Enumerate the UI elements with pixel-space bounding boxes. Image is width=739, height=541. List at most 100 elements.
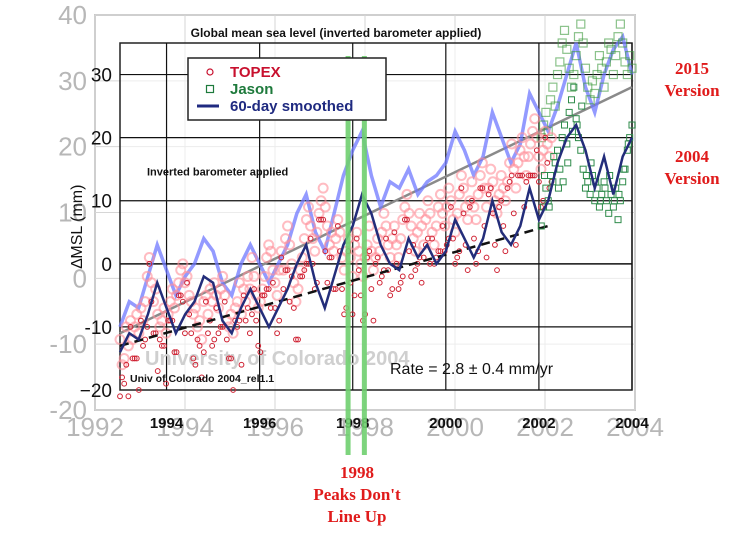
jason-point (564, 159, 572, 167)
annotation-line: Line Up (327, 507, 387, 526)
topex-2015-point (545, 132, 557, 144)
outer-y-tick-label: 30 (58, 66, 87, 96)
topex-2015-point (516, 132, 528, 144)
topex-2015-point (319, 201, 331, 213)
topex-point (177, 292, 184, 299)
legend-marker-topex (206, 68, 214, 76)
topex-2015-point (173, 277, 185, 289)
topex-point (435, 248, 442, 255)
topex-point (182, 330, 188, 337)
topex-point (468, 197, 475, 204)
topex-point (427, 260, 433, 267)
inner-plot-layer: -10 0 10 20 30 −20 1994 1996 1998 2000 2002 2004 ∆MS… (69, 19, 649, 455)
topex-point (202, 298, 209, 305)
outer-y-tick-label: 10 (58, 198, 87, 228)
topex-point (479, 185, 486, 192)
topex-2015-point (499, 195, 511, 207)
jason-2015-point (604, 38, 614, 48)
topex-point (353, 235, 360, 242)
jason-point (567, 96, 575, 104)
topex-point (529, 172, 536, 179)
topex-point (510, 210, 517, 217)
topex-2015-point (273, 264, 285, 276)
topex-point (378, 273, 385, 280)
topex-point (125, 393, 132, 400)
jason-2015-point (585, 95, 595, 105)
topex-point (508, 172, 515, 179)
annotation-line: 2015 (675, 59, 709, 78)
topex-2015-point (485, 163, 497, 175)
jason-2015-point (564, 63, 574, 73)
topex-2015-point (168, 302, 180, 314)
topex-point (133, 355, 140, 362)
topex-2015-point (181, 270, 193, 282)
topex-point (297, 273, 304, 280)
jason-2015-point (578, 38, 588, 48)
jason-2015-point (590, 88, 600, 99)
series-2004-smoothed-line (118, 122, 634, 353)
outer-x-tick-label: 2004 (606, 412, 664, 442)
topex-2015-point (114, 334, 126, 346)
topex-point (525, 172, 532, 179)
jason-2015-point (583, 82, 593, 92)
jason-2015-point (538, 120, 549, 130)
topex-point (280, 286, 287, 292)
topex-2015-point (259, 270, 271, 282)
topex-point (448, 204, 454, 210)
topex-point (205, 330, 211, 337)
topex-point (397, 279, 404, 286)
topex-point (307, 235, 314, 242)
topex-point (196, 342, 203, 349)
topex-2015-point (474, 169, 486, 181)
jason-point (561, 121, 569, 129)
topex-2015-point (116, 359, 128, 371)
topex-point (391, 229, 398, 236)
topex-point (385, 267, 392, 274)
topex-point (418, 279, 425, 286)
topex-2015-point (476, 157, 488, 169)
jason-2015-point (622, 69, 632, 80)
jason-point (578, 102, 586, 110)
topex-2015-point (529, 113, 541, 125)
topex-point (257, 349, 264, 356)
topex-point (179, 298, 186, 305)
rate-text: Rate = 2.8 ± 0.4 mm/yr (390, 361, 554, 378)
jason-point (542, 184, 550, 192)
jason-point (582, 171, 590, 179)
topex-point (211, 336, 218, 343)
topex-point (144, 324, 151, 330)
annotation-2004-version: 2004 Version (648, 146, 736, 190)
topex-2015-point (244, 283, 256, 295)
topex-point (156, 336, 163, 343)
jason-2015-point (569, 69, 579, 80)
topex-point (515, 172, 521, 179)
topex-point (536, 178, 542, 185)
topex-point (368, 286, 375, 292)
jason-point (614, 216, 622, 224)
jason-point (577, 146, 585, 154)
topex-2015-point (305, 220, 317, 232)
topex-point (171, 349, 178, 356)
topex-2015-point (311, 226, 323, 238)
jason-2015-point (594, 51, 605, 61)
topex-point (533, 147, 540, 154)
topex-2015-point (539, 125, 551, 137)
topex-2015-point (267, 264, 279, 276)
topex-point (267, 305, 274, 311)
topex-point (249, 311, 255, 318)
topex-point (140, 342, 146, 349)
topex-point (198, 374, 205, 381)
topex-point (295, 336, 301, 343)
topex-point (261, 292, 268, 299)
jason-point (565, 108, 573, 116)
jason-point (540, 171, 548, 179)
topex-point (138, 317, 144, 324)
topex-point (339, 286, 345, 292)
topex-point (175, 292, 182, 299)
topex-2015-point (414, 207, 426, 219)
topex-point (389, 286, 396, 292)
topex-2015-point (263, 239, 275, 251)
jason-2015-point (606, 44, 616, 54)
topex-point (200, 349, 207, 356)
topex-point (190, 355, 197, 362)
